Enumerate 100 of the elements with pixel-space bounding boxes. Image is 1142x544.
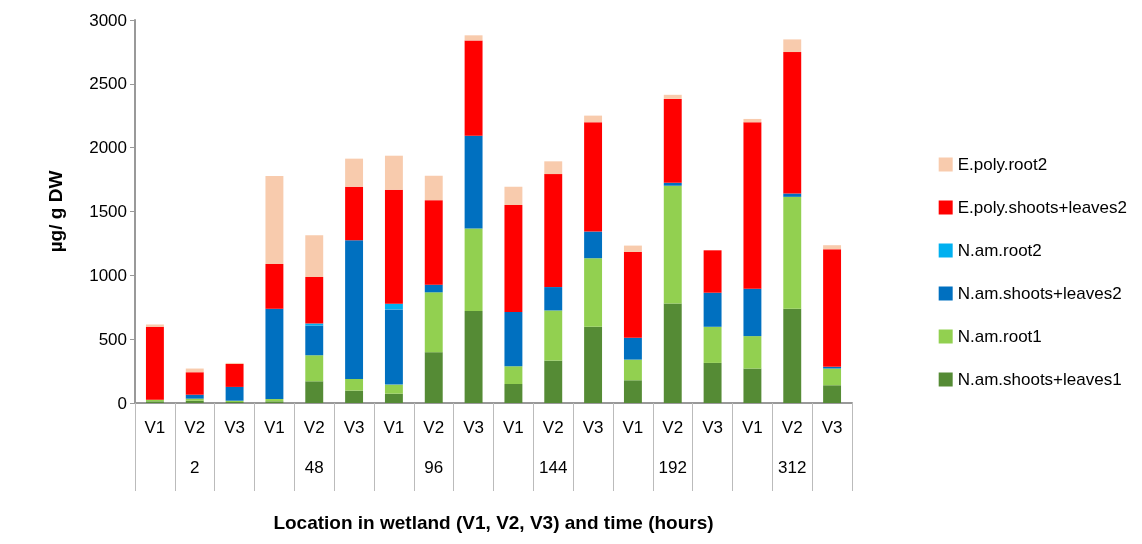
bar [265, 176, 284, 264]
bar [305, 355, 324, 382]
bar [743, 122, 762, 289]
bar [623, 380, 642, 403]
bar [663, 182, 682, 186]
bar [464, 40, 483, 136]
bar [384, 384, 403, 394]
legend-label: N.am.root1 [957, 327, 1042, 346]
y-tick-label: 500 [98, 329, 127, 349]
x-tick-label: V3 [224, 418, 245, 437]
bar [504, 366, 523, 384]
bar [225, 386, 244, 401]
bar [623, 251, 642, 338]
bar [783, 52, 802, 194]
text: 192 [658, 458, 687, 477]
x-tick-label: V2 [662, 418, 684, 437]
bar [584, 326, 603, 403]
bar [544, 287, 563, 311]
x-tick-label: V3 [582, 418, 604, 437]
bar [384, 309, 403, 385]
bar [464, 311, 483, 403]
bar [544, 310, 563, 361]
text: 2 [190, 458, 200, 477]
x-axis-title: Location in wetland (V1, V2, V3) and time (hours) [273, 512, 714, 533]
x-tick-label: V3 [702, 418, 723, 437]
y-tick-label: 2000 [89, 138, 127, 158]
bar [663, 98, 682, 183]
text: 48 [304, 458, 324, 477]
bar [584, 258, 603, 327]
x-tick-label: V1 [742, 418, 763, 437]
x-tick-label: V3 [463, 418, 484, 437]
bar [345, 379, 364, 391]
bar [424, 175, 443, 201]
bar [544, 161, 563, 175]
x-tick-label: V1 [622, 418, 644, 437]
x-tick-label: V3 [821, 418, 843, 437]
bar [305, 323, 324, 326]
bar [623, 359, 642, 381]
bar [305, 381, 324, 403]
text: 312 [778, 458, 807, 477]
bar [185, 394, 204, 399]
bar [823, 368, 842, 386]
bar [384, 155, 403, 190]
bar [424, 284, 443, 293]
bar [783, 196, 802, 309]
bar [504, 312, 523, 367]
bar [424, 292, 443, 353]
legend-label: E.poly.root2 [957, 155, 1048, 174]
bar [584, 115, 603, 123]
bar [823, 249, 842, 367]
bar [424, 352, 443, 403]
bar [305, 325, 324, 356]
legend-label: N.am.shoots+leaves1 [957, 370, 1122, 389]
bar [185, 372, 204, 395]
x-tick-label: V1 [144, 418, 166, 437]
bar [743, 118, 762, 123]
y-tick-label: 1000 [89, 265, 127, 285]
x-tick-label: V2 [303, 418, 325, 437]
bar [345, 240, 364, 379]
bar [145, 326, 164, 400]
bar [345, 186, 364, 241]
bar [743, 288, 762, 337]
x-tick-label: V1 [264, 418, 285, 437]
x-tick-label: V2 [542, 418, 564, 437]
y-tick-label: 1500 [89, 202, 127, 221]
text: 96 [424, 458, 444, 477]
y-tick-label: 0 [117, 393, 127, 413]
bar [225, 363, 244, 387]
bar [265, 263, 284, 309]
bar [703, 326, 722, 363]
x-tick-label: V2 [423, 418, 445, 437]
bar [544, 360, 563, 403]
y-tick-label: 3000 [89, 10, 127, 30]
bar [145, 324, 164, 327]
y-axis-title: µg/ g DW [45, 170, 66, 253]
bar [623, 337, 642, 360]
bar [464, 228, 483, 312]
bar [743, 368, 762, 403]
bar [703, 250, 722, 293]
legend-label: E.poly.shoots+leaves2 [957, 198, 1128, 217]
bar [663, 185, 682, 304]
text: 144 [539, 458, 568, 477]
legend-label: N.am.shoots+leaves2 [957, 284, 1122, 303]
y-tick-label: 2500 [89, 74, 127, 94]
bar [345, 390, 364, 403]
bar [743, 336, 762, 369]
x-tick-label: V2 [184, 418, 206, 437]
x-tick-label: V1 [503, 418, 524, 437]
bar [305, 235, 324, 277]
bar [464, 35, 483, 41]
legend-label: N.am.root2 [957, 241, 1042, 260]
bar [663, 303, 682, 403]
bar [783, 39, 802, 53]
bar [783, 193, 802, 197]
bar [584, 231, 603, 259]
bar [384, 189, 403, 304]
bar [384, 393, 403, 403]
bar [305, 276, 324, 324]
bar [823, 385, 842, 403]
bar [504, 205, 523, 313]
